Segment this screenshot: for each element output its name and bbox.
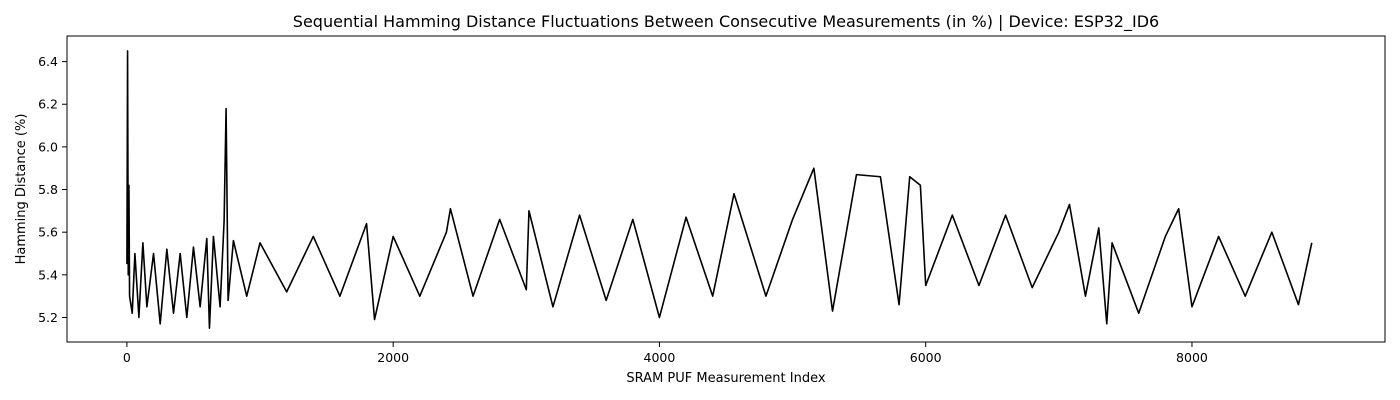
- plot-frame: [66, 35, 1386, 343]
- y-axis-ticks: 5.2 5.4 5.6 5.8 6.0 6.2 6.4: [38, 54, 67, 325]
- x-axis-label: SRAM PUF Measurement Index: [626, 371, 825, 386]
- x-tick-label: 0: [123, 350, 131, 365]
- x-tick-label: 6000: [910, 350, 942, 365]
- y-tick-label: 5.4: [38, 267, 58, 282]
- series-line: [126, 50, 1313, 329]
- y-tick-label: 6.4: [38, 54, 58, 69]
- x-tick-label: 2000: [377, 350, 409, 365]
- y-axis-label: Hamming Distance (%): [14, 114, 29, 265]
- x-tick-label: 4000: [644, 350, 676, 365]
- y-tick-label: 5.2: [38, 310, 58, 325]
- plot-area: [126, 50, 1313, 329]
- chart-title: Sequential Hamming Distance Fluctuations…: [293, 12, 1159, 32]
- y-tick-label: 6.0: [38, 139, 58, 154]
- y-tick-label: 5.8: [38, 182, 58, 197]
- y-tick-label: 6.2: [38, 97, 58, 112]
- y-tick-label: 5.6: [38, 225, 58, 240]
- x-axis-ticks: 0 2000 4000 6000 8000: [123, 342, 1208, 365]
- x-tick-label: 8000: [1176, 350, 1208, 365]
